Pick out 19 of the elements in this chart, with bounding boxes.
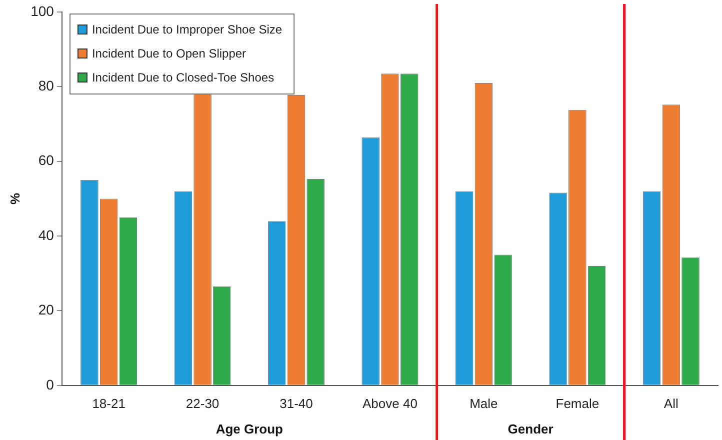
- y-tick-label: 20: [38, 302, 54, 318]
- x-tick-label: 31-40: [280, 396, 313, 411]
- text: Gender: [508, 422, 554, 437]
- y-tick-label: 100: [30, 2, 54, 19]
- y-axis-title: %: [7, 192, 22, 204]
- x-tick-label: Female: [556, 396, 600, 411]
- legend-label: Incident Due to Closed-Toe Shoes: [92, 70, 274, 84]
- y-tick-label: 60: [38, 152, 54, 168]
- x-tick-label: Above 40: [362, 396, 418, 411]
- y-tick-label: 80: [38, 78, 54, 94]
- x-tick-label: 18-21: [92, 396, 126, 411]
- x-tick-label: All: [664, 396, 678, 411]
- x-tick-label: Male: [470, 396, 498, 411]
- y-tick-label: 40: [38, 226, 54, 243]
- y-tick-label: 0: [46, 376, 54, 392]
- text: Age Group: [216, 422, 284, 437]
- legend-label: Incident Due to Improper Shoe Size: [92, 22, 282, 36]
- x-tick-label: 22-30: [186, 396, 220, 411]
- legend-label: Incident Due to Open Slipper: [92, 46, 246, 60]
